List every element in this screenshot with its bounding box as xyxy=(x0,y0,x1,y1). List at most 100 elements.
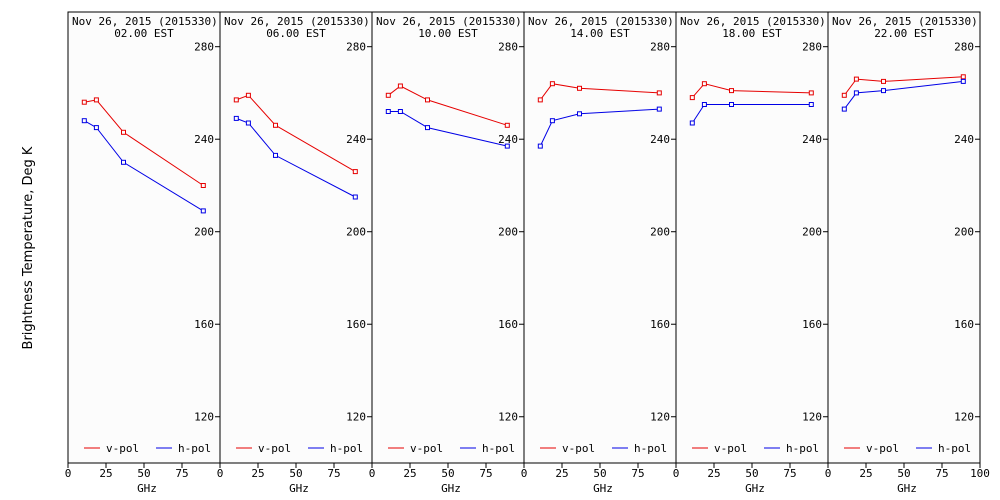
panel-title: Nov 26, 2015 (2015330) xyxy=(72,15,218,28)
y-tick-label: 160 xyxy=(194,318,214,331)
legend-label: h-pol xyxy=(482,442,515,455)
x-tick-label: 50 xyxy=(137,467,150,480)
x-tick-label: 75 xyxy=(631,467,644,480)
data-point xyxy=(273,122,278,128)
legend-label: h-pol xyxy=(634,442,667,455)
y-tick-label: 200 xyxy=(954,226,974,239)
series-line-v-pol xyxy=(236,94,356,173)
panel-1: Nov 26, 2015 (2015330)02.00 EST 120 160 200… xyxy=(65,11,221,495)
x-tick-label: 75 xyxy=(175,467,188,480)
y-tick-label: 120 xyxy=(802,411,822,424)
plot-frame xyxy=(219,11,373,464)
data-point xyxy=(808,102,814,107)
y-tick-label: 120 xyxy=(194,411,214,424)
legend-label: v-pol xyxy=(410,442,443,455)
x-tick-label: 75 xyxy=(935,467,948,480)
data-point xyxy=(841,92,847,98)
x-tick-label: 25 xyxy=(99,467,112,480)
y-tick-label: 120 xyxy=(346,411,366,424)
data-point xyxy=(841,106,847,112)
y-tick-label: 240 xyxy=(194,133,214,146)
series-line-h-pol xyxy=(388,111,508,147)
x-tick-label: 50 xyxy=(289,467,302,480)
x-tick-label: 25 xyxy=(707,467,720,480)
y-tick-label: 200 xyxy=(802,226,822,239)
data-point xyxy=(121,159,126,165)
series-line-h-pol xyxy=(843,80,964,110)
x-tick-label: 0 xyxy=(65,467,72,480)
data-point xyxy=(245,92,251,98)
panel-subtitle: 02.00 EST xyxy=(114,27,174,40)
plot-frame xyxy=(67,11,221,464)
x-tick-label: 50 xyxy=(441,467,454,480)
data-point xyxy=(689,120,695,126)
y-tick-label: 200 xyxy=(498,226,518,239)
y-tick-label: 120 xyxy=(650,411,670,424)
data-point xyxy=(397,109,403,114)
data-point xyxy=(425,125,430,131)
data-point xyxy=(81,99,87,105)
series-line-v-pol xyxy=(843,76,964,96)
x-axis-label: GHz xyxy=(897,482,917,495)
data-point xyxy=(808,90,814,96)
x-tick-label: 25 xyxy=(555,467,568,480)
panel-subtitle: 10.00 EST xyxy=(418,27,478,40)
x-tick-label: 25 xyxy=(859,467,872,480)
panel-2: Nov 26, 2015 (2015330)06.00 EST 120 160 200… xyxy=(217,11,373,495)
panels-group: Nov 26, 2015 (2015330)02.00 EST120160200… xyxy=(65,11,990,495)
x-tick-label: 75 xyxy=(479,467,492,480)
data-point xyxy=(549,81,555,87)
legend-label: v-pol xyxy=(714,442,747,455)
y-tick-label: 200 xyxy=(346,226,366,239)
data-point xyxy=(233,97,239,103)
x-tick-label: 0 xyxy=(673,467,680,480)
y-tick-label: 240 xyxy=(650,133,670,146)
panel-3: Nov 26, 2015 (2015330)10.00 EST 120 160 200… xyxy=(369,11,525,495)
x-tick-label: 0 xyxy=(217,467,224,480)
data-point xyxy=(352,194,358,200)
x-tick-label: 100 xyxy=(970,467,990,480)
data-point xyxy=(397,83,403,89)
series-line-h-pol xyxy=(236,117,356,198)
data-point xyxy=(960,78,966,84)
panel-5: Nov 26, 2015 (2015330)18.00 EST 120 160 200… xyxy=(673,11,829,495)
panel-title: Nov 26, 2015 (2015330) xyxy=(376,15,522,28)
y-tick-label: 160 xyxy=(954,318,974,331)
panel-4: Nov 26, 2015 (2015330)14.00 EST 120 160 200… xyxy=(521,11,677,495)
data-point xyxy=(93,125,99,131)
y-tick-label: 240 xyxy=(346,133,366,146)
plot-frame xyxy=(827,11,981,464)
y-tick-label: 280 xyxy=(194,41,214,54)
data-point xyxy=(577,111,582,117)
y-tick-label: 160 xyxy=(498,318,518,331)
data-point xyxy=(273,152,278,158)
series-line-h-pol xyxy=(539,108,660,147)
data-point xyxy=(425,97,430,103)
x-tick-label: 75 xyxy=(327,467,340,480)
y-axis-label: Brightness Temperature, Deg K xyxy=(21,146,36,349)
y-tick-label: 280 xyxy=(498,41,518,54)
data-point xyxy=(960,74,966,80)
panel-title: Nov 26, 2015 (2015330) xyxy=(832,15,978,28)
plot-frame xyxy=(371,11,525,464)
panel-subtitle: 14.00 EST xyxy=(570,27,630,40)
y-tick-label: 240 xyxy=(954,133,974,146)
data-point xyxy=(656,106,662,112)
y-tick-label: 240 xyxy=(498,133,518,146)
x-tick-label: 50 xyxy=(897,467,910,480)
data-point xyxy=(81,118,87,124)
data-point xyxy=(352,169,358,175)
y-tick-label: 200 xyxy=(194,226,214,239)
y-tick-label: 280 xyxy=(346,41,366,54)
data-point xyxy=(121,129,126,135)
x-tick-label: 0 xyxy=(521,467,528,480)
data-point xyxy=(881,78,886,84)
x-tick-label: 0 xyxy=(369,467,376,480)
x-axis-label: GHz xyxy=(593,482,613,495)
y-tick-label: 120 xyxy=(498,411,518,424)
y-tick-label: 280 xyxy=(954,41,974,54)
data-point xyxy=(385,92,391,98)
data-point xyxy=(549,118,555,124)
legend-label: v-pol xyxy=(562,442,595,455)
